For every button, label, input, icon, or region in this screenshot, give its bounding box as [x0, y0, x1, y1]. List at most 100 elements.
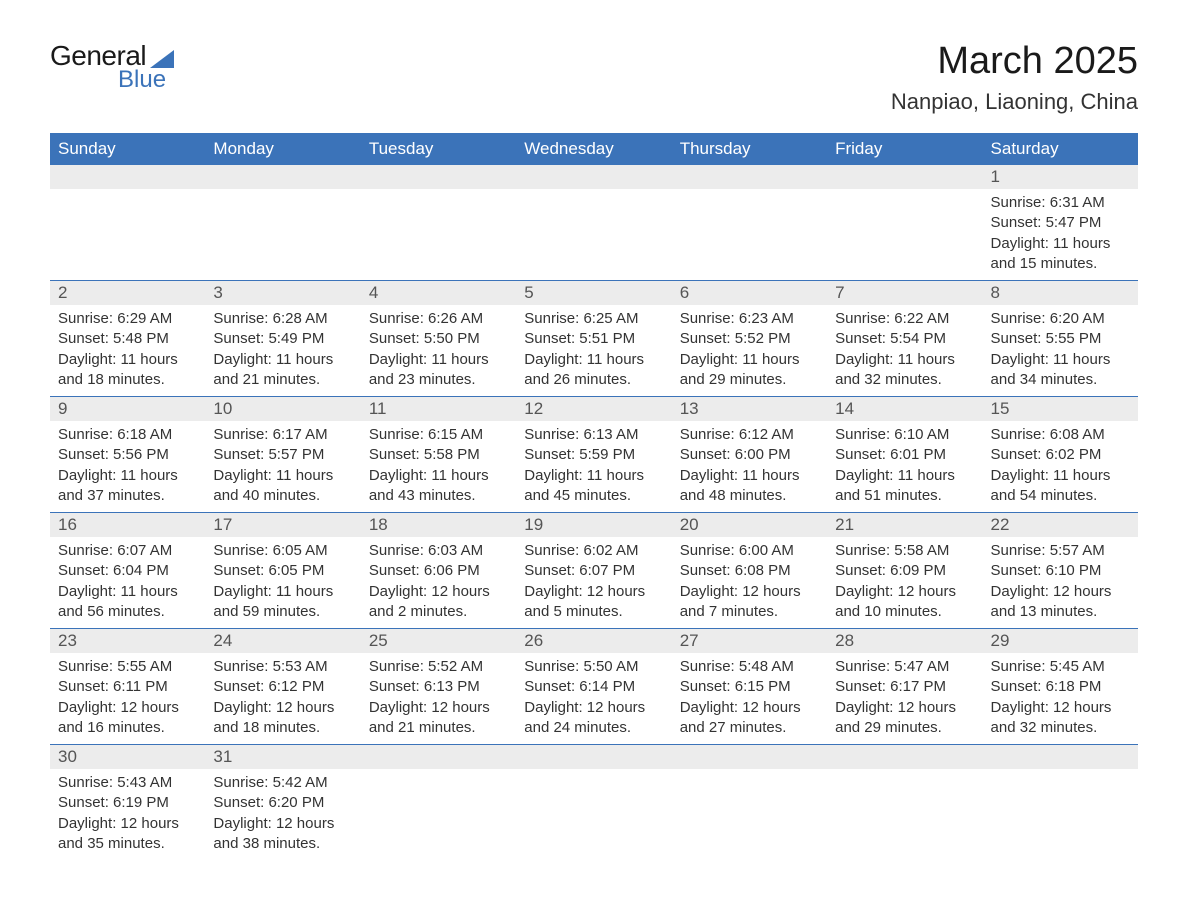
weekday-header: Sunday: [50, 133, 205, 165]
day-number-row: 1: [50, 165, 1138, 189]
sunrise-text: Sunrise: 5:45 AM: [991, 657, 1130, 677]
daylight-text: Daylight: 12 hours and 32 minutes.: [991, 698, 1130, 739]
day-number-cell: 28: [827, 629, 982, 654]
day-number-cell: 9: [50, 397, 205, 422]
sunrise-text: Sunrise: 6:22 AM: [835, 309, 974, 329]
day-content-cell: [672, 769, 827, 860]
day-content-cell: Sunrise: 6:08 AMSunset: 6:02 PMDaylight:…: [983, 421, 1138, 513]
daylight-text: Daylight: 11 hours and 51 minutes.: [835, 466, 974, 507]
day-number-cell: [827, 745, 982, 770]
sunset-text: Sunset: 6:07 PM: [524, 561, 663, 581]
sunrise-text: Sunrise: 6:28 AM: [213, 309, 352, 329]
day-content-cell: Sunrise: 6:03 AMSunset: 6:06 PMDaylight:…: [361, 537, 516, 629]
sunrise-text: Sunrise: 6:08 AM: [991, 425, 1130, 445]
day-number-row: 9101112131415: [50, 397, 1138, 422]
sunrise-text: Sunrise: 5:57 AM: [991, 541, 1130, 561]
page-header: General Blue March 2025 Nanpiao, Liaonin…: [50, 40, 1138, 115]
day-content-cell: Sunrise: 6:20 AMSunset: 5:55 PMDaylight:…: [983, 305, 1138, 397]
day-number: 13: [672, 397, 827, 421]
sunset-text: Sunset: 5:51 PM: [524, 329, 663, 349]
calendar-table: Sunday Monday Tuesday Wednesday Thursday…: [50, 133, 1138, 860]
daylight-text: Daylight: 11 hours and 29 minutes.: [680, 350, 819, 391]
daylight-text: Daylight: 12 hours and 7 minutes.: [680, 582, 819, 623]
day-number-cell: [516, 165, 671, 189]
day-content-cell: Sunrise: 6:31 AMSunset: 5:47 PMDaylight:…: [983, 189, 1138, 281]
day-number-cell: [361, 745, 516, 770]
day-number-cell: [672, 745, 827, 770]
day-content: Sunrise: 6:20 AMSunset: 5:55 PMDaylight:…: [983, 305, 1138, 396]
day-content-cell: Sunrise: 5:43 AMSunset: 6:19 PMDaylight:…: [50, 769, 205, 860]
day-number: 24: [205, 629, 360, 653]
sunset-text: Sunset: 6:15 PM: [680, 677, 819, 697]
day-content: Sunrise: 5:48 AMSunset: 6:15 PMDaylight:…: [672, 653, 827, 744]
day-content-cell: Sunrise: 5:53 AMSunset: 6:12 PMDaylight:…: [205, 653, 360, 745]
day-content-cell: [983, 769, 1138, 860]
day-content-cell: Sunrise: 5:50 AMSunset: 6:14 PMDaylight:…: [516, 653, 671, 745]
day-content: Sunrise: 6:07 AMSunset: 6:04 PMDaylight:…: [50, 537, 205, 628]
day-content: Sunrise: 5:57 AMSunset: 6:10 PMDaylight:…: [983, 537, 1138, 628]
daylight-text: Daylight: 11 hours and 40 minutes.: [213, 466, 352, 507]
sunset-text: Sunset: 6:08 PM: [680, 561, 819, 581]
sunset-text: Sunset: 5:48 PM: [58, 329, 197, 349]
day-content: Sunrise: 5:58 AMSunset: 6:09 PMDaylight:…: [827, 537, 982, 628]
day-number-cell: 25: [361, 629, 516, 654]
day-content-cell: Sunrise: 6:07 AMSunset: 6:04 PMDaylight:…: [50, 537, 205, 629]
day-content-cell: Sunrise: 6:18 AMSunset: 5:56 PMDaylight:…: [50, 421, 205, 513]
day-number-cell: 12: [516, 397, 671, 422]
daylight-text: Daylight: 11 hours and 45 minutes.: [524, 466, 663, 507]
day-number: 25: [361, 629, 516, 653]
sunrise-text: Sunrise: 5:58 AM: [835, 541, 974, 561]
day-number: 27: [672, 629, 827, 653]
daylight-text: Daylight: 11 hours and 21 minutes.: [213, 350, 352, 391]
sunset-text: Sunset: 6:10 PM: [991, 561, 1130, 581]
day-content-cell: Sunrise: 6:17 AMSunset: 5:57 PMDaylight:…: [205, 421, 360, 513]
day-number-cell: 6: [672, 281, 827, 306]
day-number-cell: 7: [827, 281, 982, 306]
day-number: 15: [983, 397, 1138, 421]
day-content-row: Sunrise: 5:55 AMSunset: 6:11 PMDaylight:…: [50, 653, 1138, 745]
day-number-cell: [983, 745, 1138, 770]
day-number-cell: 19: [516, 513, 671, 538]
day-content: Sunrise: 6:31 AMSunset: 5:47 PMDaylight:…: [983, 189, 1138, 280]
daylight-text: Daylight: 11 hours and 54 minutes.: [991, 466, 1130, 507]
day-content-cell: [361, 189, 516, 281]
day-number-row: 2345678: [50, 281, 1138, 306]
day-number: 5: [516, 281, 671, 305]
sunrise-text: Sunrise: 6:05 AM: [213, 541, 352, 561]
day-number-cell: 10: [205, 397, 360, 422]
sunset-text: Sunset: 6:00 PM: [680, 445, 819, 465]
weekday-header: Friday: [827, 133, 982, 165]
day-number-cell: 17: [205, 513, 360, 538]
day-content-cell: Sunrise: 6:29 AMSunset: 5:48 PMDaylight:…: [50, 305, 205, 397]
day-content-cell: [516, 189, 671, 281]
sunset-text: Sunset: 6:18 PM: [991, 677, 1130, 697]
sunrise-text: Sunrise: 5:48 AM: [680, 657, 819, 677]
day-content: Sunrise: 6:15 AMSunset: 5:58 PMDaylight:…: [361, 421, 516, 512]
day-content: Sunrise: 6:03 AMSunset: 6:06 PMDaylight:…: [361, 537, 516, 628]
brand-line2: Blue: [118, 66, 166, 94]
day-content-cell: Sunrise: 6:25 AMSunset: 5:51 PMDaylight:…: [516, 305, 671, 397]
sunrise-text: Sunrise: 6:29 AM: [58, 309, 197, 329]
daylight-text: Daylight: 12 hours and 27 minutes.: [680, 698, 819, 739]
day-content-cell: Sunrise: 6:13 AMSunset: 5:59 PMDaylight:…: [516, 421, 671, 513]
sunset-text: Sunset: 5:50 PM: [369, 329, 508, 349]
day-number-row: 3031: [50, 745, 1138, 770]
sunset-text: Sunset: 5:55 PM: [991, 329, 1130, 349]
day-content-cell: Sunrise: 5:45 AMSunset: 6:18 PMDaylight:…: [983, 653, 1138, 745]
daylight-text: Daylight: 12 hours and 35 minutes.: [58, 814, 197, 855]
sunrise-text: Sunrise: 5:50 AM: [524, 657, 663, 677]
sunset-text: Sunset: 6:05 PM: [213, 561, 352, 581]
daylight-text: Daylight: 11 hours and 23 minutes.: [369, 350, 508, 391]
day-content-row: Sunrise: 6:29 AMSunset: 5:48 PM Daylight:…: [50, 305, 1138, 397]
day-number-cell: 21: [827, 513, 982, 538]
day-number: 17: [205, 513, 360, 537]
daylight-text: Daylight: 12 hours and 21 minutes.: [369, 698, 508, 739]
day-number-cell: 8: [983, 281, 1138, 306]
day-number: 1: [983, 165, 1138, 189]
day-number: 29: [983, 629, 1138, 653]
day-number-cell: 3: [205, 281, 360, 306]
day-number-row: 16171819202122: [50, 513, 1138, 538]
day-number: 6: [672, 281, 827, 305]
day-content-cell: Sunrise: 5:55 AMSunset: 6:11 PMDaylight:…: [50, 653, 205, 745]
day-number-cell: 14: [827, 397, 982, 422]
